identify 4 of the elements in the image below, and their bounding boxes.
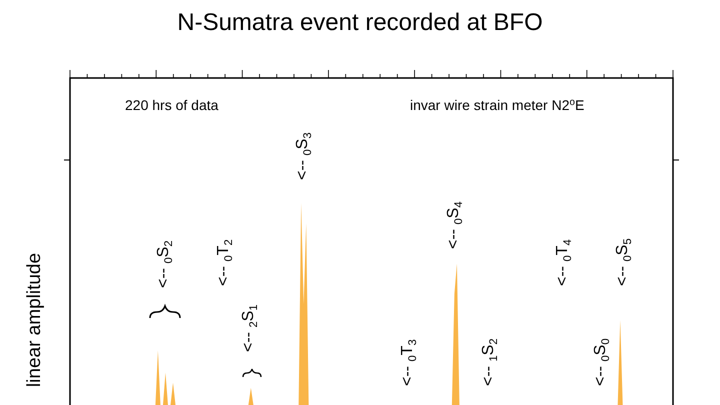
y-axis-title: linear amplitude bbox=[24, 252, 45, 388]
chart-title: N-Sumatra event recorded at BFO bbox=[177, 9, 543, 36]
text: invar wire strain meter N2$^{o}$E bbox=[410, 96, 584, 113]
text: 220 hrs of data bbox=[125, 97, 219, 113]
